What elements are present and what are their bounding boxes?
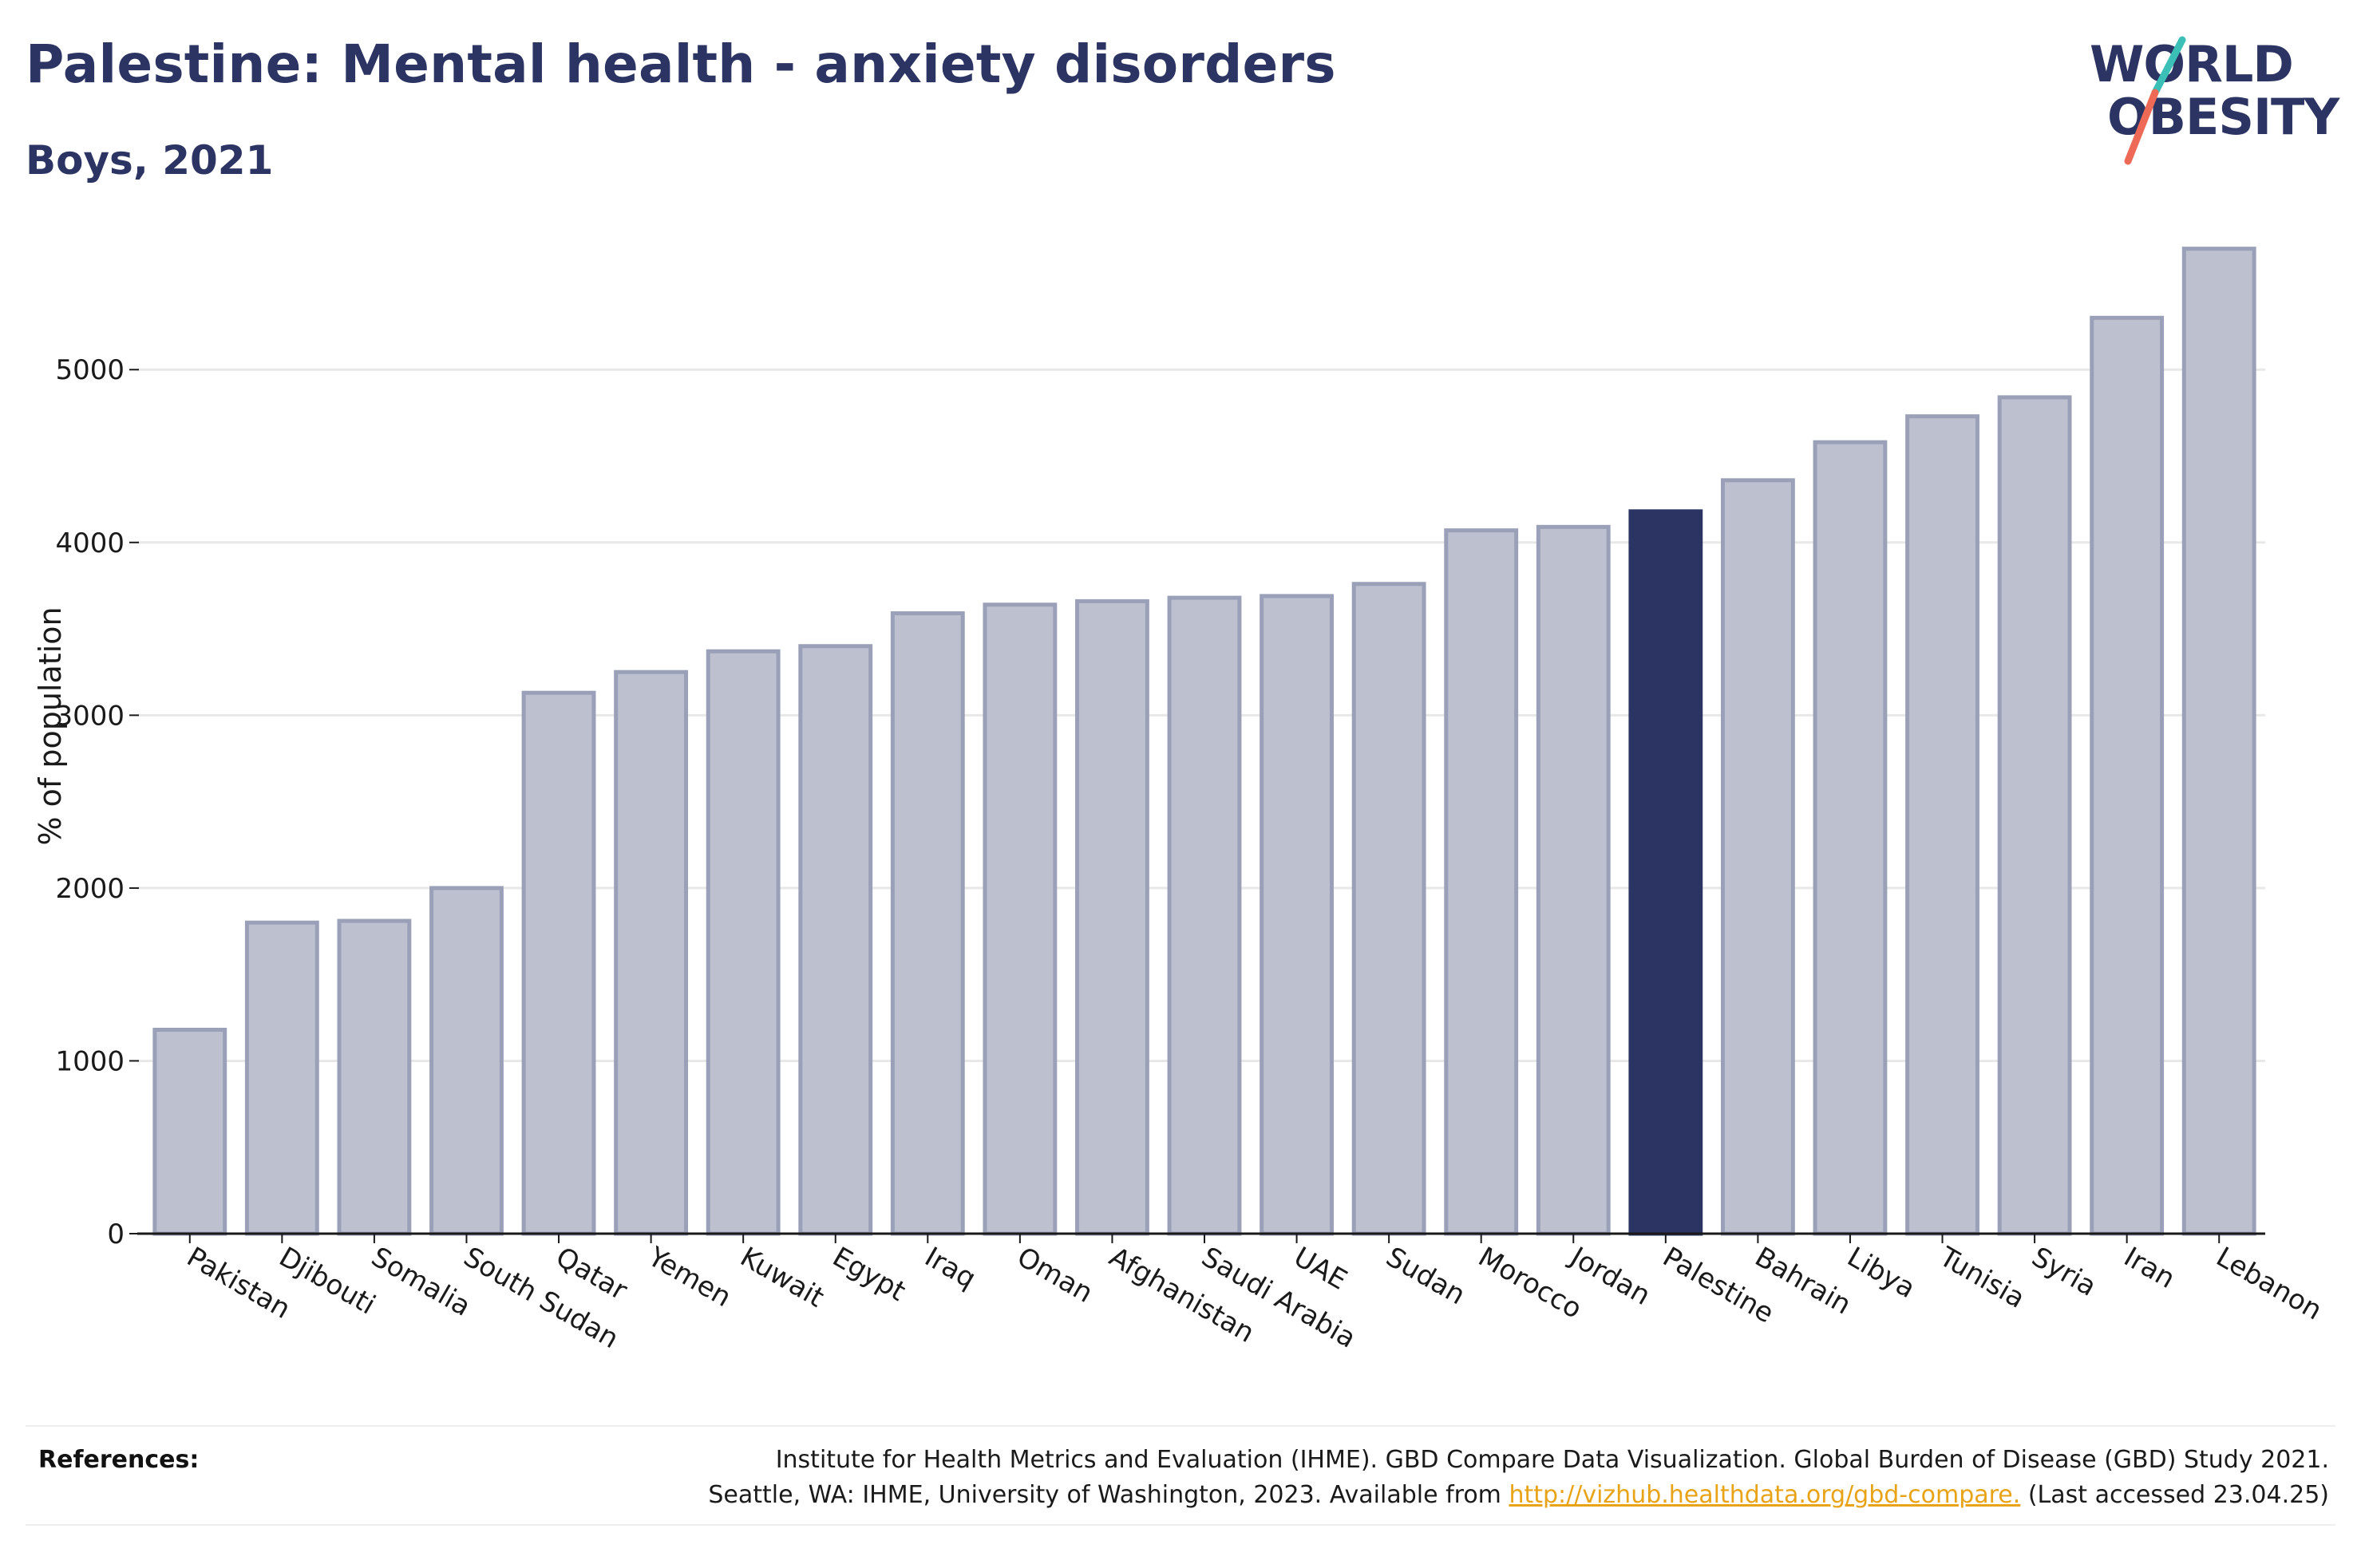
bar: [890, 611, 965, 1236]
reference-line-1: Institute for Health Metrics and Evaluat…: [775, 1446, 2329, 1474]
bar: [152, 1027, 227, 1236]
y-tick-label: 4000: [55, 527, 125, 559]
world-obesity-logo: WORLD OBESITY: [2075, 35, 2347, 171]
x-tick-label: Saudi Arabia: [1196, 1241, 1362, 1355]
bar: [2090, 315, 2165, 1236]
bar: [1813, 440, 1888, 1236]
references-divider-bottom: [26, 1524, 2335, 1526]
bar: [706, 649, 781, 1236]
x-tick-label: Oman: [1011, 1241, 1098, 1309]
bar: [1536, 524, 1611, 1236]
bar: [429, 886, 504, 1236]
bar: [983, 602, 1058, 1236]
bar: [1351, 582, 1426, 1236]
bar: [337, 918, 412, 1236]
y-tick-label: 1000: [55, 1045, 125, 1077]
x-tick-label: Iran: [2118, 1241, 2180, 1295]
logo-slash-icon: [2124, 36, 2186, 165]
y-tick-label: 0: [107, 1218, 125, 1250]
bar: [614, 669, 689, 1236]
x-tick-label: Djibouti: [274, 1241, 381, 1321]
bar: [1075, 598, 1149, 1236]
bar: [1444, 528, 1519, 1236]
x-tick-label: Yemen: [642, 1241, 737, 1314]
bar: [1720, 478, 1795, 1236]
x-tick-label: Somalia: [366, 1241, 476, 1323]
x-tick-label: Kuwait: [735, 1241, 829, 1313]
bar: [798, 644, 873, 1236]
logo-word-world: WORLD: [2090, 35, 2294, 93]
chart-title: Palestine: Mental health - anxiety disor…: [26, 34, 1336, 95]
bars: [152, 247, 2256, 1236]
bar: [1260, 594, 1334, 1236]
x-tick-label: Syria: [2027, 1241, 2102, 1303]
chart-subtitle: Boys, 2021: [26, 137, 274, 184]
y-tick-label: 3000: [55, 700, 125, 732]
bar: [521, 690, 596, 1236]
bar-highlight: [1628, 509, 1703, 1236]
x-tick-label: UAE: [1288, 1241, 1352, 1296]
y-tick-labels: 0 1000 2000 3000 4000 5000: [55, 354, 139, 1250]
reference-link[interactable]: http://vizhub.healthdata.org/gbd-compare…: [1509, 1481, 2021, 1509]
x-tick-label: Morocco: [1473, 1241, 1587, 1325]
reference-line-2: Seattle, WA: IHME, University of Washing…: [708, 1478, 2329, 1513]
x-tick-label: Egypt: [827, 1241, 911, 1308]
bar: [1905, 414, 1979, 1236]
x-tick-label: Pakistan: [181, 1241, 295, 1325]
references-divider-top: [26, 1425, 2335, 1427]
y-tick-label: 5000: [55, 354, 125, 386]
reference-line-2-prefix: Seattle, WA: IHME, University of Washing…: [708, 1481, 1509, 1509]
y-axis-label: % of population: [33, 606, 68, 845]
x-tick-label: Iraq: [919, 1241, 982, 1295]
x-tick-label: South Sudan: [458, 1241, 624, 1355]
bar: [1997, 395, 2072, 1236]
y-tick-label: 2000: [55, 873, 125, 905]
x-tick-label: Sudan: [1381, 1241, 1471, 1311]
references-text: Institute for Health Metrics and Evaluat…: [708, 1443, 2329, 1513]
bar: [2181, 247, 2256, 1236]
references-heading: References:: [38, 1446, 200, 1474]
x-tick-label: Tunisia: [1933, 1241, 2030, 1315]
reference-line-2-suffix: (Last accessed 23.04.25): [2020, 1481, 2329, 1509]
bar: [1167, 595, 1242, 1236]
x-tick-label: Lebanon: [2211, 1241, 2327, 1326]
bar: [244, 920, 319, 1236]
